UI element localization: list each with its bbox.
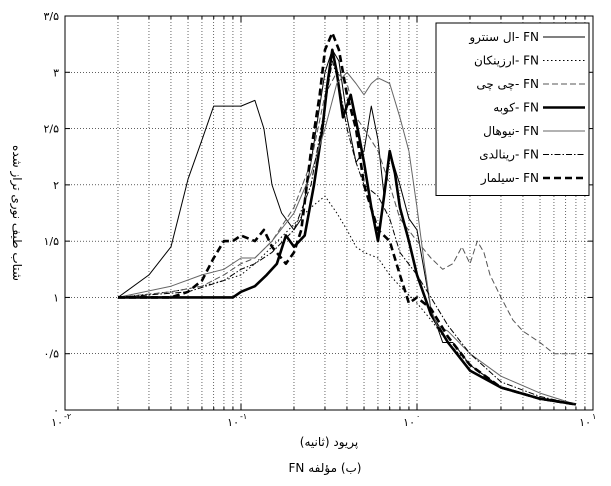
- figure-caption: (ب) مؤلفه FN: [289, 461, 362, 476]
- legend-label: ال سنترو- FN: [468, 30, 539, 45]
- x-tick-label: ۱۰ ۰: [403, 412, 420, 429]
- plot-frame: [64, 15, 594, 411]
- legend-label: نیوهال- FN: [483, 124, 539, 139]
- legend-label: چی چی- FN: [476, 77, 539, 91]
- x-axis-label: پریود (ثانیه): [300, 435, 358, 450]
- legend-box: [435, 22, 590, 196]
- x-tick-exponent: ۱: [592, 412, 596, 421]
- x-tick-base: ۱۰: [403, 416, 415, 429]
- x-tick-exponent: -۱: [240, 412, 247, 421]
- x-tick-base: ۱۰: [227, 416, 239, 429]
- y-tick-label: ۰: [53, 404, 59, 417]
- x-tick-base: ۱۰: [579, 416, 591, 429]
- legend-entry: ال سنترو- FN: [468, 30, 585, 45]
- legend-label: سیلمار- FN: [480, 171, 539, 186]
- series-line: [118, 31, 577, 406]
- y-tick-label: ۳/۵: [43, 10, 59, 23]
- legend-entry: کوبه- FN: [493, 101, 585, 116]
- y-tick-label: ۱/۵: [43, 235, 59, 248]
- y-axis-label: شتاب طیف نوری تراز شده: [9, 145, 24, 281]
- x-tick-exponent: -۲: [64, 412, 71, 421]
- legend: ال سنترو- FN ارزینکان- FN چی چی- FN کوبه- F…: [435, 22, 590, 196]
- series-line: [117, 60, 577, 405]
- legend-entry: چی چی- FN: [476, 77, 585, 91]
- y-tick-label: ۰/۵: [43, 348, 59, 361]
- legend-label: رینالدی- FN: [479, 148, 539, 163]
- legend-entry: رینالدی- FN: [479, 148, 585, 163]
- x-tick-label: ۱۰ ۱: [579, 412, 596, 429]
- axis-ticks: ۰۰/۵۱۱/۵۲۲/۵۳۳/۵۱۰ -۲ ۱۰ -۱ ۱۰ ۰ ۱۰ ۱: [43, 10, 596, 429]
- x-tick-base: ۱۰: [51, 416, 63, 429]
- x-tick-exponent: ۰: [416, 412, 420, 421]
- legend-entry: نیوهال- FN: [483, 124, 585, 139]
- x-tick-label: ۱۰ -۲: [51, 412, 71, 429]
- legend-label: ارزینکان- FN: [474, 54, 539, 69]
- y-tick-label: ۱: [53, 291, 59, 304]
- series-line: [118, 48, 577, 406]
- legend-entry: سیلمار- FN: [480, 171, 585, 186]
- y-tick-label: ۲/۵: [43, 123, 59, 136]
- legend-label: کوبه- FN: [493, 101, 539, 116]
- x-tick-label: ۱۰ -۱: [227, 412, 247, 429]
- y-tick-label: ۳: [53, 66, 59, 79]
- y-tick-label: ۲: [53, 179, 59, 192]
- legend-entry: ارزینکان- FN: [474, 54, 585, 69]
- series-lines: [117, 31, 577, 406]
